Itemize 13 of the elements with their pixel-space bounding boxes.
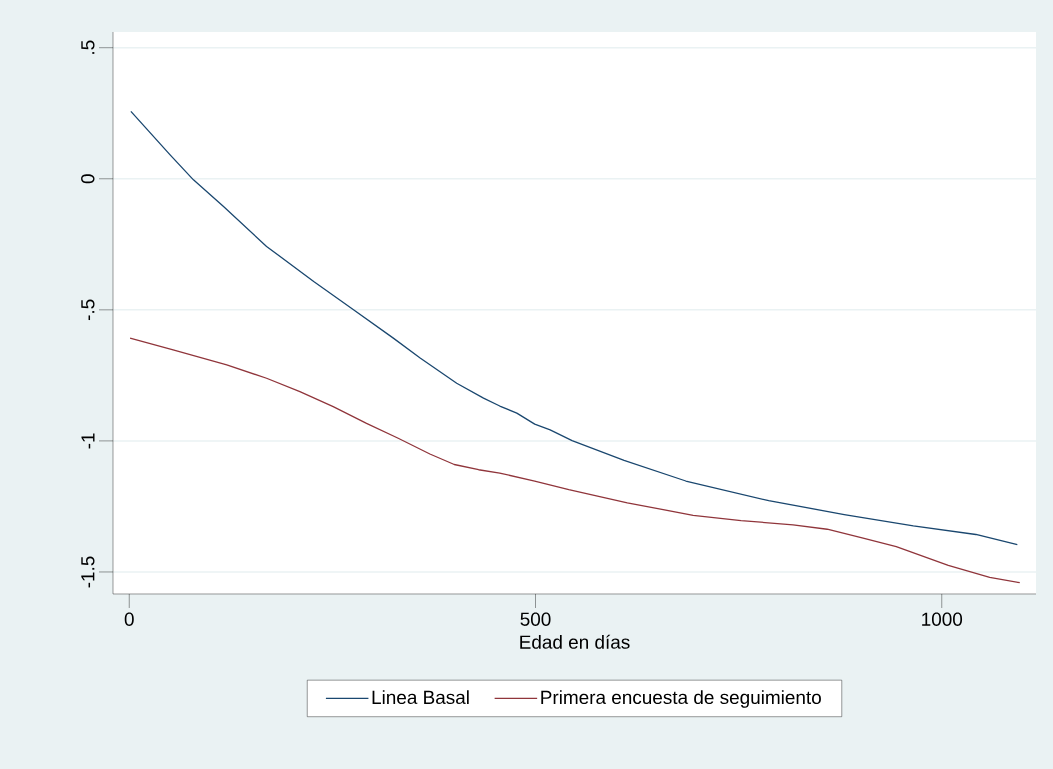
line-series (129, 337, 1021, 584)
legend-label: Linea Basal (372, 690, 469, 705)
x-tick-label: 0 (124, 612, 134, 626)
y-tick-label: -.5 (81, 299, 95, 321)
y-tick-label: 0 (81, 174, 95, 184)
x-tick-label: 1000 (922, 612, 963, 626)
legend-label: Primera encuesta de seguimiento (541, 690, 821, 708)
y-tick-label: .5 (81, 40, 95, 54)
x-tick-label: 500 (520, 612, 551, 626)
x-axis-title: Edad en días (520, 634, 630, 649)
line-series (130, 110, 1018, 546)
y-tick-label: -1.5 (81, 556, 95, 588)
y-tick-label: -1 (81, 433, 95, 449)
